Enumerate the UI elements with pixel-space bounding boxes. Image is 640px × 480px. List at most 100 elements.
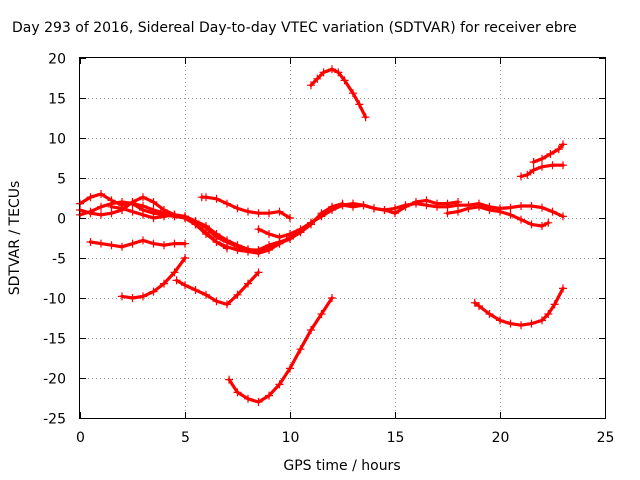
data-point bbox=[544, 218, 553, 227]
data-point bbox=[313, 74, 322, 83]
data-point bbox=[97, 190, 105, 198]
data-point bbox=[170, 239, 179, 248]
data-point bbox=[233, 242, 242, 251]
series-line bbox=[175, 270, 261, 306]
y-tick-label: 10 bbox=[48, 132, 66, 148]
data-point bbox=[317, 212, 326, 221]
series-arc-06 bbox=[86, 236, 189, 251]
data-point bbox=[139, 193, 147, 202]
data-point bbox=[454, 198, 462, 206]
data-point bbox=[538, 154, 546, 163]
x-tick-label: 15 bbox=[387, 430, 405, 446]
data-point bbox=[559, 161, 567, 170]
data-point bbox=[412, 198, 420, 206]
data-point bbox=[443, 209, 452, 218]
data-point bbox=[128, 239, 137, 248]
data-point bbox=[349, 89, 357, 98]
data-point bbox=[496, 207, 504, 216]
data-point bbox=[181, 281, 189, 290]
data-point bbox=[370, 204, 378, 213]
data-point bbox=[475, 302, 483, 310]
data-point bbox=[328, 65, 336, 74]
series-line bbox=[227, 296, 334, 404]
y-axis-label: SDTVAR / TECUs bbox=[7, 181, 23, 296]
data-point bbox=[319, 68, 328, 77]
data-point bbox=[97, 239, 105, 248]
data-point bbox=[149, 198, 158, 206]
data-point bbox=[149, 287, 158, 296]
data-point bbox=[361, 113, 370, 122]
data-point bbox=[529, 166, 538, 174]
data-point bbox=[86, 238, 95, 246]
plot-frame bbox=[79, 57, 606, 419]
data-point bbox=[470, 298, 479, 307]
data-point bbox=[86, 209, 95, 218]
data-point bbox=[212, 238, 221, 246]
data-point bbox=[496, 316, 504, 325]
data-point bbox=[527, 202, 536, 210]
data-point bbox=[244, 207, 252, 216]
data-point bbox=[485, 206, 494, 214]
y-tick-label: -20 bbox=[43, 372, 66, 388]
data-point bbox=[139, 292, 147, 301]
series-arc-09 bbox=[225, 294, 336, 406]
data-point bbox=[275, 207, 284, 216]
data-point bbox=[307, 326, 315, 334]
data-point bbox=[118, 204, 126, 213]
data-point bbox=[225, 375, 234, 384]
data-point bbox=[118, 292, 126, 301]
data-point bbox=[128, 198, 137, 206]
series-arc-14 bbox=[529, 140, 567, 166]
grid bbox=[80, 58, 605, 418]
data-point bbox=[454, 207, 462, 216]
data-point bbox=[170, 210, 179, 219]
data-point bbox=[233, 204, 242, 213]
data-point bbox=[380, 206, 389, 214]
y-tick-label: -25 bbox=[43, 412, 66, 428]
series-line bbox=[200, 195, 292, 220]
data-point bbox=[517, 172, 525, 181]
data-point bbox=[86, 193, 95, 202]
y-tick-label: 15 bbox=[48, 92, 66, 108]
data-point bbox=[286, 364, 294, 373]
x-axis-label: GPS time / hours bbox=[283, 458, 400, 474]
data-point bbox=[506, 319, 515, 328]
data-point bbox=[401, 202, 410, 211]
data-point bbox=[296, 345, 305, 354]
data-point bbox=[97, 202, 105, 211]
series-arc-10 bbox=[307, 65, 370, 122]
data-point bbox=[359, 201, 368, 210]
data-point bbox=[160, 279, 168, 288]
data-point bbox=[286, 214, 294, 222]
data-point bbox=[212, 194, 221, 203]
data-point bbox=[223, 244, 231, 253]
series-line bbox=[445, 205, 550, 228]
chart-title: Day 293 of 2016, Sidereal Day-to-day VTE… bbox=[12, 20, 577, 36]
data-point bbox=[527, 220, 536, 229]
x-tick-label: 25 bbox=[597, 430, 615, 446]
data-point bbox=[212, 297, 221, 306]
data-point bbox=[139, 210, 147, 219]
data-point bbox=[338, 201, 347, 210]
data-point bbox=[538, 222, 546, 230]
data-point bbox=[286, 230, 294, 238]
data-point bbox=[517, 321, 525, 330]
data-point bbox=[191, 220, 200, 229]
data-point bbox=[265, 391, 273, 400]
x-tick-label: 20 bbox=[492, 430, 510, 446]
data-point bbox=[317, 310, 326, 318]
data-point bbox=[559, 284, 567, 293]
data-point bbox=[538, 316, 546, 325]
series-arc-07 bbox=[118, 254, 189, 302]
data-point bbox=[546, 150, 555, 158]
data-point bbox=[128, 207, 137, 216]
data-point bbox=[233, 388, 242, 397]
x-tick-label: 0 bbox=[76, 430, 85, 446]
data-point bbox=[265, 241, 273, 250]
data-point bbox=[548, 161, 557, 170]
data-point bbox=[181, 239, 189, 248]
data-point bbox=[328, 294, 336, 302]
data-point bbox=[559, 212, 567, 221]
data-point bbox=[265, 209, 273, 218]
